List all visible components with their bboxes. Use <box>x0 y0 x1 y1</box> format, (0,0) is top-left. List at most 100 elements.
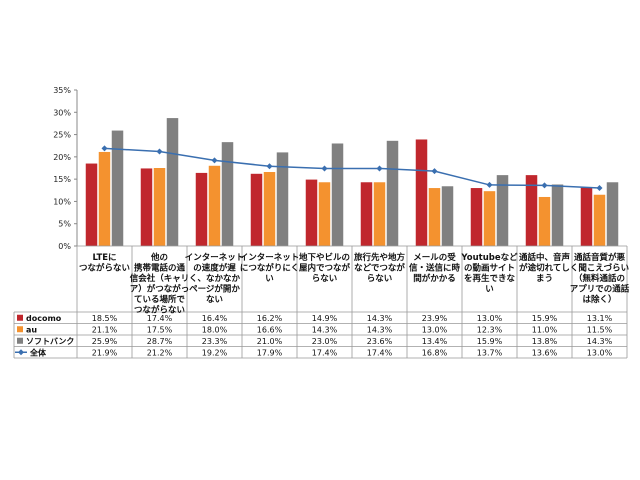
data-label: 23.6% <box>367 337 393 346</box>
category-label-line: 旅行先や地方 <box>353 252 406 263</box>
bar-ソフトバンク <box>386 140 399 246</box>
line-marker <box>211 157 218 164</box>
legend-swatch-ソフトバンク <box>17 337 23 344</box>
category-label-line: 間がかかる <box>413 273 456 284</box>
data-table: LTEにつながらない他の携帯電話の通信会社（キャリア）がつながっている場所でつな… <box>13 245 630 359</box>
y-tick-label: 35% <box>53 86 71 95</box>
data-label: 23.3% <box>202 337 228 346</box>
data-label: 23.9% <box>422 314 448 323</box>
category-label-line: く、なかなか <box>189 274 241 284</box>
data-label: 14.9% <box>312 314 338 323</box>
line-marker <box>101 145 108 152</box>
data-label: 13.0% <box>422 325 448 334</box>
line-marker <box>431 168 438 175</box>
category-label-line: 通話中、音声 <box>519 252 571 263</box>
category-label: 通話音質が悪く聞こえづらい（無料通話のアプリでの通話は除く） <box>570 252 630 305</box>
data-label: 19.2% <box>202 348 228 357</box>
data-label: 17.5% <box>147 325 173 334</box>
bar-ソフトバンク <box>166 118 179 246</box>
data-label: 21.1% <box>92 325 118 334</box>
total-line <box>101 145 603 192</box>
bar-ソフトバンク <box>606 182 619 246</box>
category-label: Youtubeなどの動画サイトを再生できない <box>460 252 518 295</box>
category-label-line: などでつなが <box>354 263 405 274</box>
category-label-line: らない <box>367 274 393 284</box>
bars <box>85 118 619 246</box>
category-label-line: らない <box>312 274 338 284</box>
data-label: 13.0% <box>587 348 613 357</box>
data-label: 18.5% <box>92 314 118 323</box>
category-label-line: 信会社（キャリ <box>130 273 190 284</box>
bar-ソフトバンク <box>111 130 124 246</box>
bar-au <box>373 182 386 246</box>
category-label-line: い <box>265 274 274 284</box>
legend-marker-全体 <box>18 349 24 356</box>
line-marker <box>156 148 163 155</box>
bar-ソフトバンク <box>551 184 564 246</box>
y-tick-label: 5% <box>58 220 71 229</box>
bar-docomo <box>250 173 263 246</box>
legend-label-ソフトバンク: ソフトバンク <box>26 336 74 346</box>
data-label: 14.3% <box>312 325 338 334</box>
bar-docomo <box>360 182 373 246</box>
category-label: インターネットにつながりにくい <box>240 252 300 284</box>
category-label-line: つながらない <box>134 305 185 316</box>
category-label-line: の速度が遅 <box>193 263 236 274</box>
bar-au <box>263 172 276 246</box>
category-label-line: Youtubeなど <box>460 252 518 263</box>
line-marker <box>486 181 493 188</box>
category-label-line: インターネット <box>185 252 245 263</box>
data-label: 12.3% <box>477 325 503 334</box>
bar-au <box>98 151 111 246</box>
category-label-line: を再生できな <box>464 273 516 284</box>
category-label-line: メールの受 <box>413 252 456 263</box>
data-label: 17.9% <box>257 348 283 357</box>
category-label-line: 地下やビルの <box>299 252 350 263</box>
y-axis: 0% 5% 10% 15% 20% 25% 30% 35% <box>53 86 78 251</box>
category-label-line: の動画サイト <box>464 263 515 274</box>
legend-label-docomo: docomo <box>26 314 62 323</box>
line-marker <box>321 165 328 172</box>
data-label: 16.6% <box>257 325 283 334</box>
bar-au <box>153 168 166 246</box>
bar-docomo <box>305 179 318 246</box>
category-label-line: 通話音質が悪 <box>574 252 626 263</box>
data-label: 21.0% <box>257 337 283 346</box>
category-label: 通話中、音声が途切れてしまう <box>519 252 571 284</box>
data-label: 13.8% <box>532 337 558 346</box>
y-tick-label: 30% <box>53 108 71 117</box>
category-label-line: が途切れてし <box>519 263 570 274</box>
bar-ソフトバンク <box>441 186 454 246</box>
category-label-line: ア）がつながっ <box>130 284 190 295</box>
category-label-line: につながりにく <box>240 263 299 274</box>
bar-docomo <box>415 139 428 246</box>
bar-docomo <box>85 163 98 246</box>
category-label-line: （無料通話の <box>574 273 625 284</box>
data-label: 18.0% <box>202 325 228 334</box>
data-label: 13.6% <box>532 348 558 357</box>
y-tick-label: 20% <box>53 153 71 162</box>
category-label-line: インターネット <box>240 252 300 263</box>
data-label: 13.0% <box>477 314 503 323</box>
category-label: 地下やビルの屋内でつながらない <box>299 252 351 284</box>
data-label: 21.9% <box>92 348 118 357</box>
bar-au <box>483 191 496 246</box>
category-label-line: ている場所で <box>134 294 186 305</box>
data-label: 13.1% <box>587 314 613 323</box>
category-label-line: 屋内でつなが <box>299 263 351 274</box>
line-marker <box>376 165 383 172</box>
data-label: 25.9% <box>92 337 118 346</box>
data-label: 23.0% <box>312 337 338 346</box>
data-label: 13.4% <box>422 337 448 346</box>
data-label: 17.4% <box>147 314 173 323</box>
bar-ソフトバンク <box>331 143 344 246</box>
data-label: 16.8% <box>422 348 448 357</box>
bar-docomo <box>525 175 538 246</box>
bar-docomo <box>195 172 208 246</box>
data-label: 16.2% <box>257 314 283 323</box>
category-label: メールの受信・送信に時間がかかる <box>409 252 461 284</box>
bar-ソフトバンク <box>496 175 509 246</box>
bar-docomo <box>580 187 593 246</box>
category-label-line: ない <box>206 295 223 305</box>
